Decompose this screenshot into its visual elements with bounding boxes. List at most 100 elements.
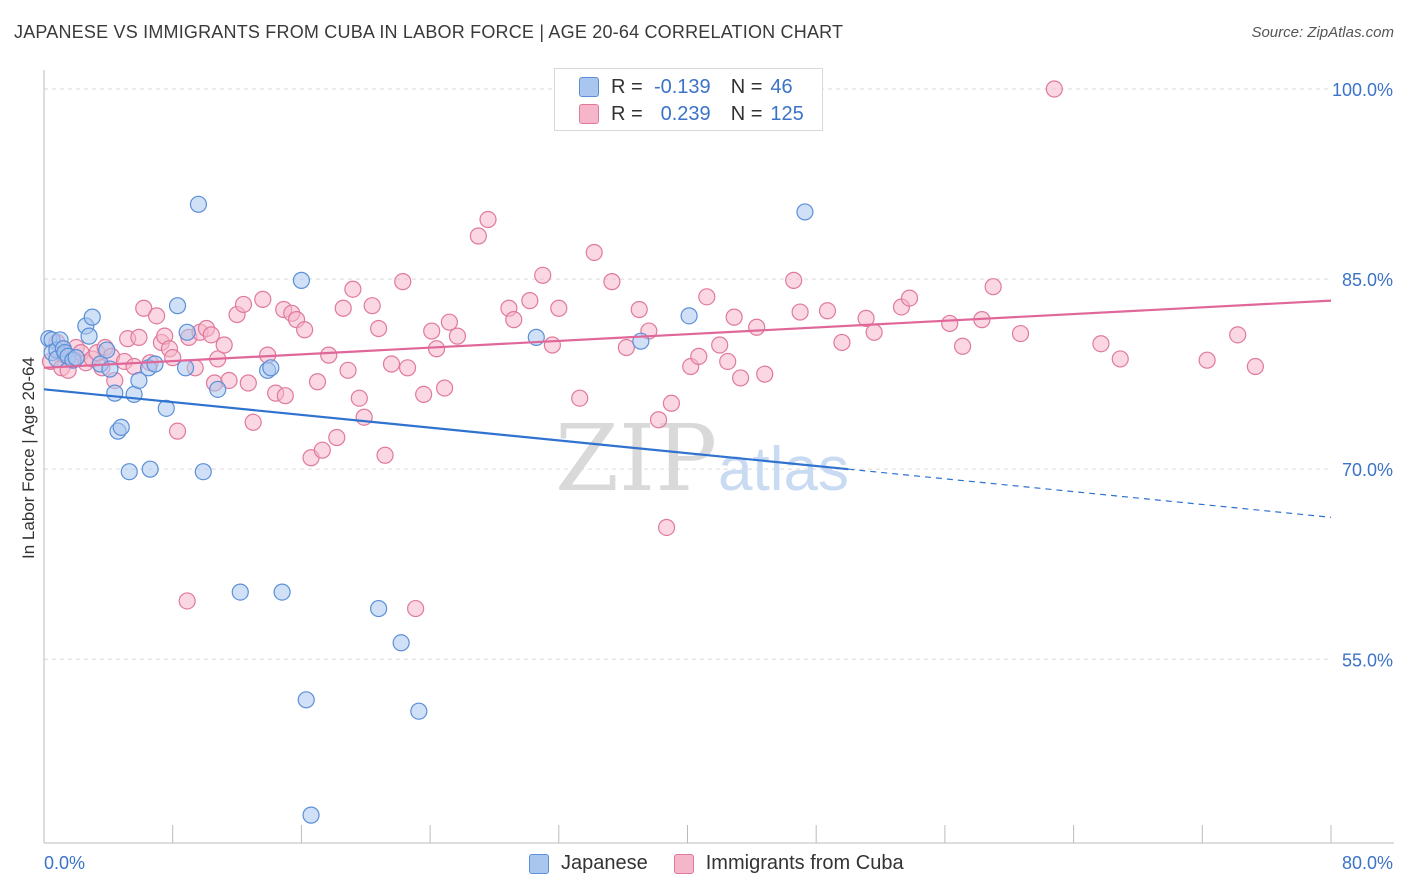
legend-r-value-cuba: 0.239 bbox=[660, 102, 711, 125]
y-tick-label: 100.0% bbox=[1332, 80, 1393, 100]
point-immigrants-from-cuba bbox=[603, 273, 621, 291]
point-japanese bbox=[410, 702, 428, 720]
point-immigrants-from-cuba bbox=[382, 355, 401, 373]
point-japanese bbox=[67, 349, 85, 367]
point-immigrants-from-cuba bbox=[953, 337, 972, 355]
point-japanese bbox=[680, 307, 698, 325]
point-immigrants-from-cuba bbox=[543, 336, 561, 354]
point-japanese bbox=[796, 203, 814, 221]
chart-title: JAPANESE VS IMMIGRANTS FROM CUBA IN LABO… bbox=[14, 22, 844, 42]
point-immigrants-from-cuba bbox=[711, 336, 729, 354]
series-legend: Japanese Immigrants from Cuba bbox=[529, 852, 930, 875]
point-immigrants-from-cuba bbox=[244, 413, 262, 431]
point-japanese bbox=[209, 380, 227, 398]
point-japanese bbox=[370, 599, 388, 618]
point-immigrants-from-cuba bbox=[1111, 350, 1129, 368]
point-japanese bbox=[80, 327, 98, 345]
series-legend-japanese[interactable]: Japanese bbox=[529, 852, 648, 875]
point-immigrants-from-cuba bbox=[254, 290, 272, 308]
point-immigrants-from-cuba bbox=[394, 273, 412, 291]
point-immigrants-from-cuba bbox=[344, 280, 362, 298]
point-japanese bbox=[83, 308, 101, 326]
point-japanese bbox=[302, 806, 320, 824]
point-immigrants-from-cuba bbox=[376, 446, 394, 464]
legend-swatch-cuba bbox=[579, 104, 599, 124]
point-immigrants-from-cuba bbox=[941, 314, 959, 333]
y-axis-label: In Labor Force | Age 20-64 bbox=[19, 357, 38, 559]
point-japanese bbox=[194, 463, 212, 481]
point-japanese bbox=[141, 460, 159, 478]
point-immigrants-from-cuba bbox=[756, 365, 774, 383]
point-immigrants-from-cuba bbox=[748, 318, 766, 336]
series-legend-cuba[interactable]: Immigrants from Cuba bbox=[673, 852, 904, 875]
point-immigrants-from-cuba bbox=[398, 359, 417, 377]
series-legend-swatch-cuba bbox=[673, 853, 694, 874]
point-immigrants-from-cuba bbox=[662, 394, 681, 412]
trendline-japanese-extrapolated bbox=[848, 468, 1332, 518]
watermark-zip: ZIP bbox=[555, 405, 717, 512]
point-immigrants-from-cuba bbox=[791, 303, 809, 321]
point-japanese bbox=[262, 359, 280, 377]
series-japanese bbox=[40, 195, 814, 824]
point-immigrants-from-cuba bbox=[550, 299, 568, 317]
legend-n-value-japanese: 46 bbox=[770, 75, 793, 98]
series-immigrants-from-cuba bbox=[41, 80, 1264, 618]
point-immigrants-from-cuba bbox=[725, 308, 743, 326]
point-immigrants-from-cuba bbox=[865, 323, 883, 341]
point-immigrants-from-cuba bbox=[785, 271, 803, 289]
legend-row-cuba: R = 0.239 N = 125 bbox=[579, 102, 804, 126]
source-label: Source: ZipAtlas.com bbox=[1251, 24, 1394, 41]
legend-n-label: N = bbox=[730, 75, 763, 98]
point-immigrants-from-cuba bbox=[1092, 335, 1110, 353]
point-immigrants-from-cuba bbox=[320, 346, 338, 364]
point-japanese bbox=[112, 418, 130, 436]
point-immigrants-from-cuba bbox=[308, 373, 327, 391]
legend-n-value-cuba: 125 bbox=[770, 102, 804, 125]
point-immigrants-from-cuba bbox=[363, 297, 381, 315]
point-immigrants-from-cuba bbox=[415, 385, 433, 404]
point-japanese bbox=[231, 583, 249, 601]
point-japanese bbox=[297, 691, 315, 709]
point-immigrants-from-cuba bbox=[857, 309, 875, 327]
point-japanese bbox=[178, 323, 196, 341]
point-immigrants-from-cuba bbox=[407, 599, 425, 618]
legend-n-label: N = bbox=[730, 102, 763, 125]
point-immigrants-from-cuba bbox=[350, 389, 368, 407]
point-immigrants-from-cuba bbox=[440, 313, 459, 331]
point-immigrants-from-cuba bbox=[313, 441, 331, 459]
point-japanese bbox=[176, 359, 195, 377]
point-immigrants-from-cuba bbox=[220, 371, 238, 390]
point-immigrants-from-cuba bbox=[479, 210, 497, 229]
y-tick-label: 85.0% bbox=[1342, 270, 1393, 290]
point-immigrants-from-cuba bbox=[435, 379, 454, 397]
point-immigrants-from-cuba bbox=[534, 266, 552, 284]
point-japanese bbox=[106, 384, 124, 402]
point-immigrants-from-cuba bbox=[617, 338, 635, 357]
point-immigrants-from-cuba bbox=[276, 387, 294, 405]
point-immigrants-from-cuba bbox=[168, 422, 187, 440]
point-immigrants-from-cuba bbox=[833, 333, 851, 352]
series-legend-swatch-japanese bbox=[529, 853, 549, 874]
point-japanese bbox=[189, 195, 208, 213]
point-immigrants-from-cuba bbox=[698, 288, 716, 306]
watermark: ZIP atlas bbox=[555, 405, 849, 512]
trendline-japanese bbox=[43, 388, 849, 471]
point-immigrants-from-cuba bbox=[1198, 351, 1216, 369]
point-japanese bbox=[157, 399, 175, 417]
point-immigrants-from-cuba bbox=[178, 592, 196, 610]
point-immigrants-from-cuba bbox=[334, 299, 352, 317]
point-immigrants-from-cuba bbox=[571, 389, 589, 407]
point-japanese bbox=[98, 341, 116, 359]
point-immigrants-from-cuba bbox=[900, 289, 919, 307]
point-immigrants-from-cuba bbox=[585, 243, 603, 262]
x-tick-label-min: 0.0% bbox=[44, 853, 85, 873]
point-immigrants-from-cuba bbox=[427, 340, 446, 358]
point-immigrants-from-cuba bbox=[649, 411, 668, 429]
point-japanese bbox=[292, 271, 310, 289]
point-immigrants-from-cuba bbox=[505, 311, 523, 329]
axes bbox=[43, 70, 1394, 844]
legend-r-value-japanese: -0.139 bbox=[653, 75, 711, 98]
point-immigrants-from-cuba bbox=[202, 326, 220, 344]
point-immigrants-from-cuba bbox=[1229, 326, 1247, 344]
